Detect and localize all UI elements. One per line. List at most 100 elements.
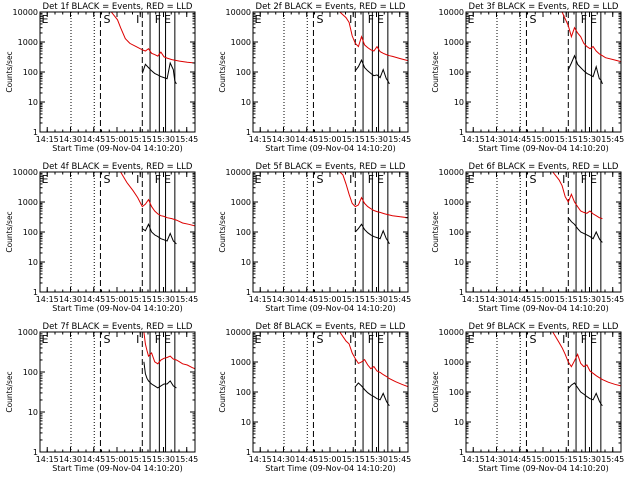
y-tick-label: 100 <box>449 228 464 237</box>
y-tick-label: 1000 <box>18 198 38 207</box>
x-axis-label: Start Time (09-Nov-04 14:10:20) <box>52 144 182 153</box>
interval-letter-f: F <box>581 13 587 26</box>
series-events-line <box>141 61 177 85</box>
interval-letter-i: I <box>349 333 352 346</box>
y-axis-label: Counts/sec <box>218 211 227 252</box>
x-axis-label: Start Time (09-Nov-04 14:10:20) <box>265 304 395 313</box>
x-tick-label: 14:45 <box>295 455 318 464</box>
y-tick-label: 10000 <box>13 168 38 177</box>
y-tick-label: 10 <box>454 98 464 107</box>
y-tick-label: 1 <box>246 288 251 297</box>
x-tick-label: 15:00 <box>531 295 554 304</box>
interval-letter-f: F <box>368 173 374 186</box>
x-axis-label: Start Time (09-Nov-04 14:10:20) <box>478 304 608 313</box>
y-tick-label: 10 <box>28 98 38 107</box>
x-tick-label: 15:15 <box>129 455 152 464</box>
y-tick-label: 10000 <box>13 8 38 17</box>
interval-letter-s: S <box>317 13 324 26</box>
interval-letter-f: F <box>155 13 161 26</box>
plot-frame <box>465 171 622 293</box>
interval-lines <box>496 332 602 452</box>
series-events-line <box>354 58 390 85</box>
interval-letter-i: I <box>562 333 565 346</box>
y-tick-label: 10000 <box>439 8 464 17</box>
panel-title: Det 9f BLACK = Events, RED = LLD <box>469 322 619 332</box>
y-tick-label: 100 <box>449 388 464 397</box>
y-tick-label: 100 <box>236 228 251 237</box>
interval-letter-f: F <box>581 333 587 346</box>
x-axis-label: Start Time (09-Nov-04 14:10:20) <box>478 464 608 473</box>
x-tick-label: 15:45 <box>388 455 411 464</box>
interval-letter-f: F <box>155 333 161 346</box>
interval-letter-e: E <box>42 333 49 346</box>
y-tick-label: 10 <box>28 258 38 267</box>
x-axis-label: Start Time (09-Nov-04 14:10:20) <box>52 304 182 313</box>
interval-letter-e: E <box>377 13 384 26</box>
interval-lines <box>496 12 602 132</box>
panel-title: Det 1f BLACK = Events, RED = LLD <box>43 2 193 12</box>
x-tick-label: 14:15 <box>462 455 485 464</box>
y-tick-label: 1 <box>459 288 464 297</box>
y-axis-label: Counts/sec <box>431 51 440 92</box>
x-tick-label: 15:00 <box>318 135 341 144</box>
x-tick-label: 15:00 <box>531 455 554 464</box>
plot-frame <box>39 171 196 293</box>
interval-letter-s: S <box>530 173 537 186</box>
x-tick-label: 15:15 <box>555 135 578 144</box>
x-tick-label: 15:45 <box>175 455 198 464</box>
x-tick-label: 15:00 <box>318 455 341 464</box>
interval-lines <box>283 172 389 292</box>
series-lld-line <box>110 12 195 64</box>
y-tick-label: 1 <box>246 448 251 457</box>
x-tick-label: 15:30 <box>152 135 175 144</box>
panel-title: Det 4f BLACK = Events, RED = LLD <box>43 162 193 172</box>
x-tick-label: 15:45 <box>601 295 624 304</box>
y-axis-label: Counts/sec <box>5 371 14 412</box>
interval-letter-i: I <box>562 173 565 186</box>
x-tick-label: 15:15 <box>555 455 578 464</box>
panel-title: Det 5f BLACK = Events, RED = LLD <box>256 162 406 172</box>
x-tick-label: 14:15 <box>462 135 485 144</box>
interval-lines <box>283 12 389 132</box>
x-tick-label: 14:30 <box>485 135 508 144</box>
y-tick-label: 1000 <box>18 328 38 337</box>
interval-letter-f: F <box>581 173 587 186</box>
x-tick-label: 14:15 <box>249 455 272 464</box>
series-lld-line <box>339 332 408 388</box>
plot-frame <box>252 331 409 453</box>
plot-frame <box>39 11 196 133</box>
x-tick-label: 14:45 <box>82 295 105 304</box>
y-tick-label: 10 <box>241 98 251 107</box>
x-tick-label: 15:00 <box>105 135 128 144</box>
x-tick-label: 15:00 <box>318 295 341 304</box>
y-tick-label: 10 <box>454 418 464 427</box>
interval-letter-e: E <box>42 13 49 26</box>
plot-frame <box>252 171 409 293</box>
series-events-line <box>354 382 390 407</box>
y-tick-label: 1 <box>246 128 251 137</box>
x-tick-label: 14:45 <box>295 135 318 144</box>
y-axis-label: Counts/sec <box>5 211 14 252</box>
y-tick-label: 1 <box>459 448 464 457</box>
interval-letter-s: S <box>104 333 111 346</box>
y-tick-label: 1 <box>33 128 38 137</box>
interval-lines <box>70 332 176 452</box>
x-tick-label: 15:15 <box>129 295 152 304</box>
y-tick-label: 10 <box>241 258 251 267</box>
interval-letter-f: F <box>155 173 161 186</box>
y-axis-label: Counts/sec <box>431 371 440 412</box>
x-tick-label: 14:45 <box>82 135 105 144</box>
interval-letter-i: I <box>349 173 352 186</box>
x-tick-label: 14:45 <box>508 455 531 464</box>
y-axis-label: Counts/sec <box>218 371 227 412</box>
interval-letter-e: E <box>377 173 384 186</box>
interval-letter-e: E <box>164 173 171 186</box>
x-axis-label: Start Time (09-Nov-04 14:10:20) <box>265 144 395 153</box>
interval-letter-s: S <box>530 333 537 346</box>
y-tick-label: 1000 <box>444 358 464 367</box>
interval-letter-i: I <box>136 173 139 186</box>
